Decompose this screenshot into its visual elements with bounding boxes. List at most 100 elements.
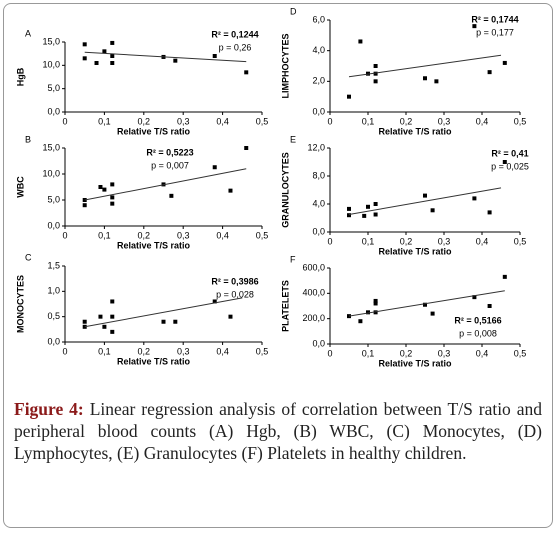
- point: [487, 304, 492, 308]
- point: [373, 301, 378, 306]
- p-value: p = 0,025: [491, 161, 529, 171]
- point: [347, 213, 351, 218]
- y-tick-label: 600,0: [302, 262, 325, 272]
- point: [228, 188, 233, 193]
- point: [94, 61, 99, 65]
- x-tick-label: 0,3: [177, 116, 190, 126]
- x-tick-label: 0,1: [98, 230, 111, 240]
- trend-line: [84, 297, 243, 328]
- x-tick-label: 0,4: [476, 116, 489, 126]
- trend-line: [84, 168, 247, 201]
- x-tick-label: 0: [62, 230, 67, 240]
- point: [98, 314, 103, 319]
- panel-label: A: [25, 28, 31, 38]
- x-tick-label: 0,1: [362, 348, 375, 358]
- point: [82, 319, 87, 324]
- trend-line: [348, 290, 505, 317]
- point: [110, 201, 115, 206]
- point: [110, 54, 115, 58]
- y-axis-label: MONOCYTES: [15, 275, 25, 333]
- x-tick-label: 0,3: [438, 116, 451, 126]
- x-axis-label: Relative T/S ratio: [378, 246, 452, 256]
- y-tick-label: 0,0: [47, 106, 60, 116]
- r-squared: R² = 0,5166: [454, 315, 501, 325]
- point: [244, 146, 249, 150]
- x-tick-label: 0,2: [400, 348, 413, 358]
- point: [98, 185, 103, 189]
- point: [373, 79, 378, 84]
- panel-label: F: [290, 254, 296, 264]
- point: [358, 39, 363, 44]
- y-tick-label: 5,0: [47, 194, 60, 204]
- point: [212, 299, 217, 304]
- r-squared: R² = 0,41: [491, 148, 528, 158]
- x-tick-label: 0,2: [400, 236, 413, 246]
- point: [362, 213, 367, 218]
- point: [102, 324, 107, 329]
- point: [110, 195, 115, 200]
- point: [373, 71, 378, 76]
- point: [430, 311, 435, 316]
- point: [244, 70, 249, 75]
- caption-text: Linear regression analysis of correlatio…: [14, 399, 542, 463]
- x-axis-label: Relative T/S ratio: [378, 126, 452, 136]
- y-tick-label: 12,0: [307, 142, 325, 152]
- y-tick-label: 5,0: [47, 83, 60, 93]
- p-value: p = 0,028: [216, 289, 254, 299]
- caption-label: Figure 4:: [14, 399, 84, 419]
- point: [102, 49, 107, 54]
- trend-line: [348, 54, 502, 78]
- x-tick-label: 0,1: [362, 116, 375, 126]
- figure: 0 0,1 0,2 0,3 0,4 0,5 0,0 5,0 10,0 15,0 Relative T…: [15, 6, 529, 368]
- x-tick-label: 0,1: [98, 346, 111, 356]
- figure-frame: [3, 3, 553, 528]
- point: [173, 58, 178, 63]
- x-tick-label: 0,3: [438, 236, 451, 246]
- point: [228, 314, 233, 319]
- x-tick-label: 0,1: [362, 236, 375, 246]
- x-tick-label: 0,5: [514, 116, 527, 126]
- x-tick-label: 0,2: [138, 230, 151, 240]
- r-squared: R² = 0,1244: [211, 29, 258, 39]
- point: [82, 56, 87, 61]
- y-tick-label: 1,0: [47, 286, 60, 296]
- point: [110, 182, 115, 187]
- y-tick-label: 2,0: [312, 76, 325, 86]
- x-tick-label: 0,3: [177, 346, 190, 356]
- caption: Figure 4: Linear regression analysis of …: [14, 398, 542, 464]
- x-tick-label: 0: [327, 236, 332, 246]
- point: [102, 187, 107, 192]
- r-squared: R² = 0,1744: [471, 14, 518, 24]
- y-tick-label: 0,0: [312, 226, 325, 236]
- y-tick-label: 6,0: [312, 14, 325, 24]
- point: [502, 160, 507, 164]
- y-tick-label: 15,0: [42, 36, 60, 46]
- point: [169, 193, 174, 198]
- x-tick-label: 0,5: [256, 230, 269, 240]
- point: [487, 70, 492, 75]
- x-tick-label: 0,5: [514, 236, 527, 246]
- point: [487, 210, 492, 215]
- x-tick-label: 0,4: [476, 236, 489, 246]
- point: [472, 196, 477, 201]
- x-tick-label: 0,4: [476, 348, 489, 358]
- y-tick-label: 10,0: [42, 60, 60, 70]
- point: [430, 208, 435, 213]
- p-value: p = 0,007: [151, 160, 189, 170]
- x-tick-label: 0,2: [138, 116, 151, 126]
- point: [373, 298, 378, 303]
- point: [347, 94, 351, 99]
- point: [472, 24, 477, 29]
- point: [373, 310, 378, 315]
- x-axis-label: Relative T/S ratio: [117, 356, 191, 366]
- point: [110, 299, 115, 304]
- y-tick-label: 0,0: [47, 336, 60, 346]
- x-tick-label: 0: [62, 346, 67, 356]
- p-value: p = 0,008: [459, 328, 497, 338]
- r-squared: R² = 0,5223: [146, 147, 193, 157]
- point: [161, 319, 166, 324]
- y-tick-label: 1,5: [47, 260, 60, 270]
- y-tick-label: 8,0: [312, 170, 325, 180]
- panel-label: E: [290, 134, 296, 144]
- y-tick-label: 400,0: [302, 288, 325, 298]
